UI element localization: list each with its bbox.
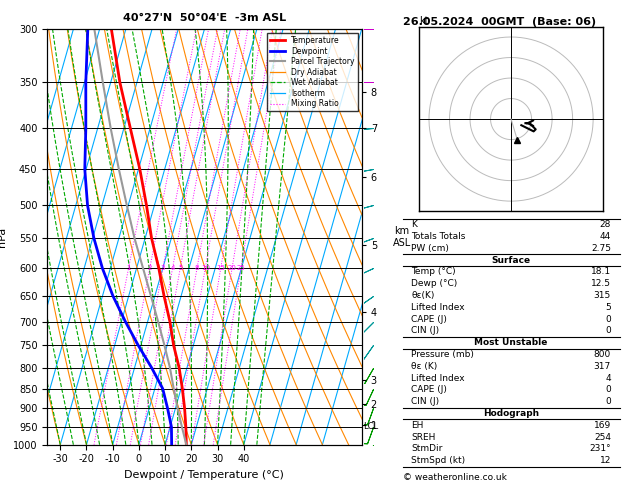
Text: 5: 5 [178, 265, 182, 271]
Title: 40°27'N  50°04'E  -3m ASL: 40°27'N 50°04'E -3m ASL [123, 13, 286, 23]
Text: StmDir: StmDir [411, 444, 443, 453]
Text: 15: 15 [216, 265, 225, 271]
Text: Surface: Surface [491, 256, 531, 264]
Text: StmSpd (kt): StmSpd (kt) [411, 456, 465, 465]
Text: Hodograph: Hodograph [483, 409, 539, 418]
Text: θε(K): θε(K) [411, 291, 435, 300]
Text: 20: 20 [228, 265, 237, 271]
Text: 28: 28 [599, 220, 611, 229]
Text: Most Unstable: Most Unstable [474, 338, 548, 347]
Text: 0: 0 [605, 314, 611, 324]
Text: Dewp (°C): Dewp (°C) [411, 279, 457, 288]
Text: 18.1: 18.1 [591, 267, 611, 277]
Text: Lifted Index: Lifted Index [411, 374, 465, 382]
Text: 0: 0 [605, 385, 611, 394]
Text: 25: 25 [237, 265, 245, 271]
Text: 0: 0 [605, 326, 611, 335]
Text: 1: 1 [126, 265, 131, 271]
Text: Temp (°C): Temp (°C) [411, 267, 456, 277]
Text: 317: 317 [594, 362, 611, 371]
Text: 12.5: 12.5 [591, 279, 611, 288]
Text: 26.05.2024  00GMT  (Base: 06): 26.05.2024 00GMT (Base: 06) [403, 17, 596, 27]
Text: K: K [411, 220, 417, 229]
Text: 5: 5 [605, 303, 611, 312]
Text: 231°: 231° [589, 444, 611, 453]
Text: 3: 3 [160, 265, 165, 271]
Text: 2: 2 [148, 265, 152, 271]
Text: CIN (J): CIN (J) [411, 397, 440, 406]
Text: 254: 254 [594, 433, 611, 442]
Text: 4: 4 [170, 265, 175, 271]
Text: 12: 12 [599, 456, 611, 465]
Text: 2.75: 2.75 [591, 243, 611, 253]
Text: Pressure (mb): Pressure (mb) [411, 350, 474, 359]
Text: 800: 800 [594, 350, 611, 359]
Text: 315: 315 [594, 291, 611, 300]
Text: 4: 4 [605, 374, 611, 382]
Y-axis label: km
ASL: km ASL [393, 226, 411, 248]
Text: LCL: LCL [363, 422, 379, 432]
Text: © weatheronline.co.uk: © weatheronline.co.uk [403, 473, 506, 482]
Text: 44: 44 [599, 232, 611, 241]
Legend: Temperature, Dewpoint, Parcel Trajectory, Dry Adiabat, Wet Adiabat, Isotherm, Mi: Temperature, Dewpoint, Parcel Trajectory… [267, 33, 358, 111]
Text: 8: 8 [195, 265, 199, 271]
Text: CAPE (J): CAPE (J) [411, 385, 447, 394]
Y-axis label: hPa: hPa [0, 227, 8, 247]
Text: SREH: SREH [411, 433, 436, 442]
Text: kt: kt [419, 16, 428, 26]
X-axis label: Dewpoint / Temperature (°C): Dewpoint / Temperature (°C) [125, 470, 284, 480]
Text: PW (cm): PW (cm) [411, 243, 449, 253]
Text: 169: 169 [594, 421, 611, 430]
Text: 10: 10 [201, 265, 209, 271]
Text: CAPE (J): CAPE (J) [411, 314, 447, 324]
Text: 0: 0 [605, 397, 611, 406]
Text: CIN (J): CIN (J) [411, 326, 440, 335]
Text: θε (K): θε (K) [411, 362, 438, 371]
Text: Lifted Index: Lifted Index [411, 303, 465, 312]
Text: EH: EH [411, 421, 423, 430]
Text: Totals Totals: Totals Totals [411, 232, 465, 241]
